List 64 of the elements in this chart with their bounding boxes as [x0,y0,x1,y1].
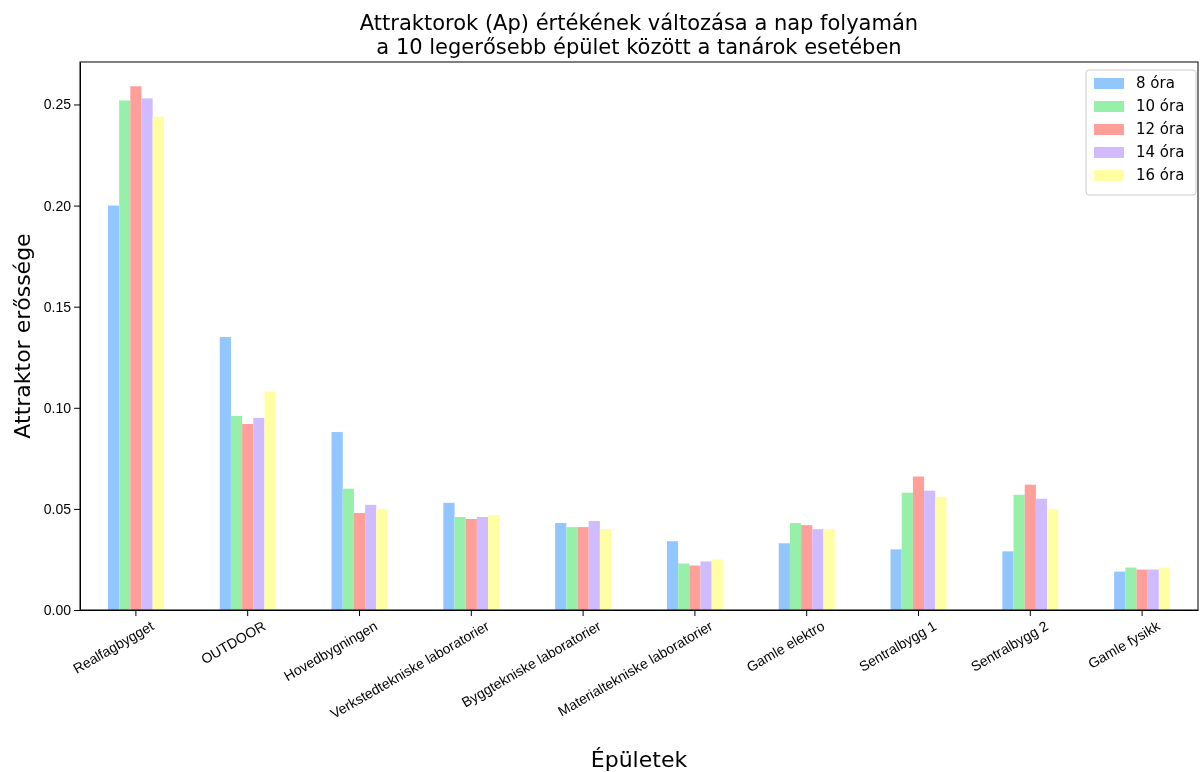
bar [1147,569,1159,610]
bar [823,529,835,610]
bar [711,559,723,610]
bar [935,496,947,610]
bar [342,488,354,610]
chart-title: Attraktorok (Ap) értékének változása a nap folyamán a 10 legerősebb épület között a tanárok esetében [359,11,919,60]
bar [812,529,824,610]
bar [376,508,388,610]
y-tick-label: 0.05 [43,500,72,517]
bar [253,417,265,610]
bar [890,549,902,610]
bar [577,527,589,610]
bar [700,561,712,610]
bar [599,529,612,610]
bar [912,476,925,610]
bar [801,525,813,610]
bar [689,565,701,610]
bar [666,541,679,610]
bar [141,98,153,610]
bar [443,502,455,610]
legend-label: 8 óra [1136,74,1175,92]
bar [230,415,243,610]
bar [924,490,936,610]
bar [488,514,500,610]
bar [1024,484,1036,610]
legend-label: 10 óra [1136,97,1185,115]
bar [242,423,254,610]
y-axis-title: Attraktor erőssége [10,233,35,439]
bar [678,563,690,610]
bar [778,543,790,610]
x-axis-title: Épületek [590,747,688,772]
y-tick-label: 0.10 [43,399,72,416]
bar [219,337,231,610]
bar [476,516,489,610]
bar [901,492,913,610]
bar [331,432,343,610]
bar [130,86,142,610]
y-tick-label: 0.25 [43,96,72,113]
bar [789,523,802,610]
bar [1002,551,1014,610]
y-tick-label: 0.00 [43,601,72,618]
bar [588,521,600,610]
bar [1047,508,1059,610]
bar [119,100,131,610]
y-tick-label: 0.15 [43,298,72,315]
bar [107,205,120,610]
bar [555,523,567,610]
bar [353,512,366,610]
bar [1158,567,1171,610]
bar [152,116,164,610]
bar [1013,494,1025,610]
y-tick-label: 0.20 [43,197,72,214]
bar [1114,571,1126,610]
legend-label: 12 óra [1136,120,1185,138]
legend-label: 16 óra [1136,166,1185,184]
bar [454,516,466,610]
legend-label: 14 óra [1136,143,1185,161]
bar [566,527,578,610]
bar [465,519,477,610]
bar [264,391,276,610]
bar [1035,498,1048,610]
bar [1125,567,1137,610]
bar [1136,569,1148,610]
bar [365,504,377,610]
